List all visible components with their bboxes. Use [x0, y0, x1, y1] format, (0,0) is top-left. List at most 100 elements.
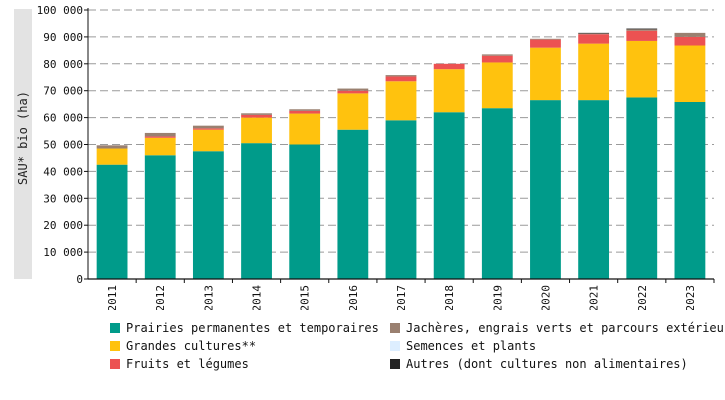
- y-tick-label: 50 000: [43, 139, 83, 152]
- bar-segment: [578, 32, 610, 34]
- y-tick-label: 60 000: [43, 112, 83, 125]
- bar-segment: [674, 101, 706, 279]
- y-tick-label: 100 000: [37, 4, 83, 17]
- legend-label: Prairies permanentes et temporaires: [126, 321, 379, 335]
- bar-segment: [289, 110, 321, 114]
- bar-segment: [385, 75, 417, 77]
- bar-segment: [192, 129, 224, 152]
- y-tick-label: 30 000: [43, 192, 83, 205]
- bar-segment: [530, 39, 561, 48]
- bar-segment: [337, 93, 369, 130]
- legend-swatch: [110, 341, 120, 351]
- bar-segment: [530, 47, 561, 101]
- legend-item-prairies: Prairies permanentes et temporaires: [110, 320, 380, 336]
- bar-segment: [481, 55, 513, 63]
- x-tick-label: 2023: [684, 285, 697, 310]
- axes: 0 10 000 20 000 30 000 40 000 50 000 60 000 70 …: [37, 4, 715, 310]
- bar-segment: [530, 38, 561, 40]
- bar-segment: [241, 113, 272, 115]
- bar-segment: [674, 45, 706, 102]
- bar-segment: [481, 54, 513, 56]
- bar-segment: [626, 30, 658, 41]
- bar-segment: [626, 40, 658, 98]
- bar-segment: [289, 113, 321, 145]
- x-tick-label: 2016: [347, 285, 360, 310]
- bar-segment: [144, 155, 176, 279]
- legend-item-semences: Semences et plants: [390, 338, 720, 354]
- legend-item-grandes-cultures: Grandes cultures**: [110, 338, 380, 354]
- bar-segment: [433, 63, 465, 70]
- legend-label: Grandes cultures**: [126, 339, 257, 353]
- bar-segment: [674, 32, 706, 37]
- legend-label: Fruits et légumes: [126, 357, 249, 371]
- legend-swatch: [390, 341, 400, 351]
- y-tick-label: 90 000: [43, 31, 83, 44]
- bar-segment: [433, 69, 465, 113]
- legend-item-jacheres: Jachères, engrais verts et parcours exté…: [390, 320, 725, 336]
- bar-segment: [192, 125, 224, 129]
- bar-segment: [289, 109, 321, 111]
- bar-segment: [144, 136, 176, 138]
- bar-segment: [385, 76, 417, 82]
- bar-segment: [578, 100, 610, 280]
- legend-swatch: [390, 323, 400, 333]
- bars: [96, 28, 706, 280]
- bar-segment: [626, 28, 658, 30]
- bar-segment: [578, 33, 610, 35]
- x-tick-label: 2014: [251, 285, 264, 310]
- x-tick-label: 2022: [636, 285, 649, 310]
- y-tick-label: 20 000: [43, 219, 83, 232]
- bar-segment: [530, 100, 561, 280]
- legend-swatch: [110, 323, 120, 333]
- bar-segment: [241, 117, 272, 144]
- legend-swatch: [390, 359, 400, 369]
- x-tick-label: 2021: [588, 285, 601, 310]
- bar-segment: [433, 112, 465, 279]
- legend-label: Semences et plants: [406, 339, 537, 353]
- x-tick-label: 2018: [443, 285, 456, 310]
- bar-segment: [337, 88, 369, 91]
- legend-swatch: [110, 359, 120, 369]
- bar-segment: [481, 62, 513, 109]
- legend-item-fruits-legumes: Fruits et légumes: [110, 356, 380, 372]
- y-tick-label: 70 000: [43, 85, 83, 98]
- bar-segment: [385, 120, 417, 279]
- legend-item-autres: Autres (dont cultures non alimentaires): [390, 356, 720, 372]
- x-tick-label: 2011: [106, 285, 119, 310]
- y-tick-label: 80 000: [43, 58, 83, 71]
- bar-segment: [192, 151, 224, 279]
- bar-segment: [626, 97, 658, 279]
- y-tick-label: 40 000: [43, 165, 83, 178]
- bar-segment: [385, 81, 417, 121]
- y-axis-label-band: [14, 9, 32, 279]
- legend-label: Autres (dont cultures non alimentaires): [406, 357, 688, 371]
- x-tick-label: 2017: [395, 285, 408, 310]
- bar-segment: [337, 90, 369, 94]
- bar-segment: [626, 29, 658, 31]
- x-tick-label: 2013: [202, 285, 215, 310]
- bar-segment: [96, 164, 128, 279]
- plot-area: 0 10 000 20 000 30 000 40 000 50 000 60 000 70 …: [37, 4, 715, 310]
- x-tick-label: 2015: [299, 285, 312, 310]
- bar-segment: [481, 108, 513, 279]
- bar-segment: [192, 128, 224, 130]
- bar-segment: [578, 34, 610, 44]
- x-tick-label: 2020: [539, 285, 552, 310]
- x-tick-label: 2012: [154, 285, 167, 310]
- bar-segment: [241, 143, 272, 279]
- bar-segment: [96, 145, 128, 149]
- legend: Prairies permanentes et temporaires Jach…: [110, 320, 725, 372]
- bar-segment: [578, 43, 610, 101]
- y-tick-label: 10 000: [43, 246, 83, 259]
- bar-segment: [241, 114, 272, 118]
- bar-segment: [96, 148, 128, 165]
- bar-segment: [337, 129, 369, 279]
- legend-label: Jachères, engrais verts et parcours exté…: [406, 321, 725, 335]
- y-tick-label: 0: [76, 273, 83, 286]
- bar-segment: [144, 132, 176, 137]
- bar-segment: [289, 144, 321, 279]
- bar-segment: [144, 137, 176, 156]
- bar-segment: [674, 36, 706, 46]
- x-tick-label: 2019: [491, 285, 504, 310]
